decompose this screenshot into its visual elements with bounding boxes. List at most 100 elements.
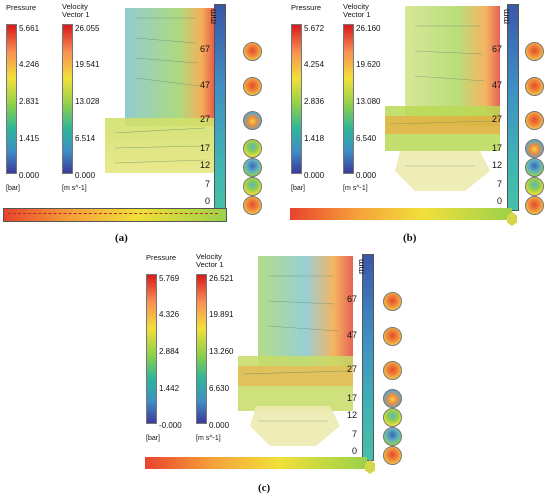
velocity-legend-subtitle: Vector 1 — [196, 260, 224, 269]
cross-section-disk — [383, 427, 402, 446]
cross-section-disk — [525, 196, 544, 215]
ruler-tick: 7 — [496, 179, 502, 189]
caption-c: (c) — [258, 482, 271, 494]
caption-b: (b) — [403, 232, 417, 244]
ruler-tick: 47 — [346, 330, 357, 340]
velocity-tick: 26.055 — [75, 24, 100, 33]
pressure-tick: 5.769 — [159, 274, 180, 283]
pressure-pipe-vertical — [214, 4, 226, 211]
ruler-tick: 47 — [491, 80, 502, 90]
cross-section-disk — [525, 77, 544, 96]
ruler-tick: 17 — [346, 393, 357, 403]
ruler-unit: mm — [501, 9, 511, 24]
velocity-legend-subtitle: Vector 1 — [343, 10, 371, 19]
ruler-tick: 12 — [199, 160, 210, 170]
cross-section-disk — [525, 139, 544, 158]
ruler-tick: 12 — [346, 410, 357, 420]
ruler-tick: 67 — [199, 44, 210, 54]
velocity-legend-title: Velocity — [343, 2, 369, 11]
ruler-tick: 0 — [351, 446, 357, 456]
pressure-tick: 1.415 — [19, 134, 40, 143]
cross-section-disk — [243, 77, 262, 96]
velocity-vector-field — [385, 6, 500, 191]
velocity-legend-subtitle: Vector 1 — [62, 10, 90, 19]
pressure-tick: 5.672 — [304, 24, 325, 33]
outlet-hex-marker — [507, 212, 517, 226]
cross-section-disk — [525, 111, 544, 130]
pressure-colorbar — [146, 274, 157, 424]
cross-section-disk — [383, 446, 402, 465]
velocity-tick: 0.000 — [209, 421, 230, 430]
velocity-tick: 13.080 — [356, 97, 381, 106]
ruler-tick: 7 — [204, 179, 210, 189]
ruler-tick: 0 — [204, 196, 210, 206]
velocity-tick: 19.891 — [209, 310, 234, 319]
pressure-pipe-horizontal — [3, 208, 227, 222]
cross-section-disk — [525, 158, 544, 177]
velocity-unit: [m s^-1] — [343, 185, 368, 192]
cross-section-disk — [525, 42, 544, 61]
pressure-tick: 2.831 — [19, 97, 40, 106]
velocity-tick: 0.000 — [75, 171, 96, 180]
pressure-tick: 0.000 — [304, 171, 325, 180]
pressure-colorbar — [291, 24, 302, 174]
cross-section-disk — [383, 327, 402, 346]
cross-section-disk — [243, 177, 262, 196]
outlet-hex-marker — [365, 460, 375, 474]
velocity-legend-title: Velocity — [62, 2, 88, 11]
ruler-tick: 27 — [491, 114, 502, 124]
pressure-pipe-horizontal — [290, 208, 512, 220]
pressure-unit: [bar] — [6, 185, 21, 192]
cross-section-disk — [243, 158, 262, 177]
cross-section-disk — [243, 139, 262, 158]
panel-a: Pressure 5.661 4.246 2.831 1.415 0.000 [… — [0, 0, 275, 250]
velocity-tick: 19.541 — [75, 60, 100, 69]
cross-section-disk — [383, 292, 402, 311]
cross-section-disk — [243, 196, 262, 215]
inlet-dashed-line — [8, 213, 218, 214]
ruler-tick: 27 — [199, 114, 210, 124]
pressure-tick: -0.000 — [159, 421, 182, 430]
ruler-tick: 7 — [351, 429, 357, 439]
panel-b: Pressure 5.672 4.254 2.836 1.418 0.000 [… — [285, 0, 550, 250]
ruler-unit: mm — [356, 259, 366, 274]
velocity-legend-title: Velocity — [196, 252, 222, 261]
velocity-colorbar — [62, 24, 73, 174]
pressure-tick: 0.000 — [19, 171, 40, 180]
pressure-unit: [bar] — [291, 185, 306, 192]
pressure-pipe-vertical — [362, 254, 374, 461]
pressure-unit: [bar] — [146, 435, 161, 442]
velocity-vector-field — [238, 256, 353, 446]
pressure-legend-title: Pressure — [291, 3, 322, 12]
pressure-legend-title: Pressure — [6, 3, 37, 12]
velocity-tick: 6.630 — [209, 384, 230, 393]
pressure-tick: 1.418 — [304, 134, 325, 143]
ruler-tick: 67 — [491, 44, 502, 54]
ruler-unit: mm — [208, 9, 218, 24]
velocity-tick: 6.514 — [75, 134, 96, 143]
velocity-tick: 19.620 — [356, 60, 381, 69]
velocity-unit: [m s^-1] — [62, 185, 87, 192]
velocity-tick: 6.540 — [356, 134, 377, 143]
ruler-tick: 67 — [346, 294, 357, 304]
pressure-colorbar — [6, 24, 17, 174]
velocity-tick: 26.521 — [209, 274, 234, 283]
ruler-tick: 47 — [199, 80, 210, 90]
velocity-tick: 13.260 — [209, 347, 234, 356]
pressure-pipe-vertical — [507, 4, 519, 211]
cross-section-disk — [383, 408, 402, 427]
cross-section-disk — [383, 389, 402, 408]
ruler-tick: 0 — [496, 196, 502, 206]
cross-section-disk — [243, 111, 262, 130]
pressure-tick: 2.836 — [304, 97, 325, 106]
velocity-tick: 0.000 — [356, 171, 377, 180]
ruler-tick: 12 — [491, 160, 502, 170]
cross-section-disk — [525, 177, 544, 196]
caption-a: (a) — [115, 232, 128, 244]
velocity-colorbar — [343, 24, 354, 174]
pressure-tick: 5.661 — [19, 24, 40, 33]
panel-c: Pressure 5.769 4.326 2.884 1.442 -0.000 … — [140, 250, 415, 500]
velocity-tick: 26.160 — [356, 24, 381, 33]
pressure-tick: 2.884 — [159, 347, 180, 356]
ruler-tick: 17 — [491, 143, 502, 153]
